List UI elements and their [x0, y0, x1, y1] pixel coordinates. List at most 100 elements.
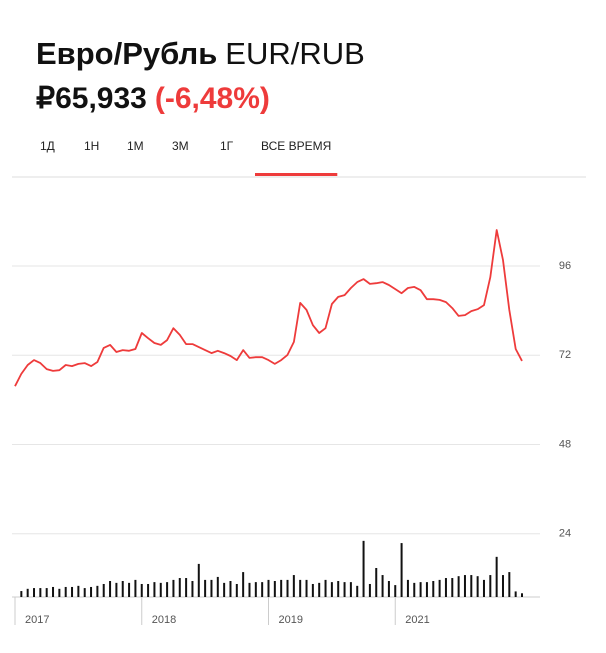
volume-bar [495, 556, 498, 597]
volume-bar [470, 575, 473, 597]
volume-bar [261, 582, 264, 597]
volume-bar [318, 582, 321, 597]
volume-bar [109, 581, 112, 597]
volume-bar [273, 581, 276, 597]
volume-bar [368, 583, 371, 597]
volume-bar [508, 572, 511, 597]
volume-bar [229, 581, 232, 597]
volume-bar [71, 586, 74, 597]
tab[interactable]: 1Д [40, 139, 55, 153]
volume-bar [381, 575, 384, 597]
tab[interactable]: 1М [127, 139, 144, 153]
volume-bar [337, 581, 340, 597]
volume-bar [20, 591, 23, 597]
volume-bar [115, 582, 118, 597]
pair-name: Евро/Рубль [36, 36, 217, 71]
x-tick-label: 2019 [279, 614, 303, 626]
volume-bar [305, 579, 308, 597]
volume-bar [52, 586, 55, 597]
volume-bar [463, 575, 466, 597]
volume-bar [216, 576, 219, 597]
tab[interactable]: ВСЕ ВРЕМЯ [261, 139, 331, 153]
tab[interactable]: 3М [172, 139, 189, 153]
title: Евро/Рубль EUR/RUB [36, 36, 365, 71]
volume-bar [134, 579, 137, 597]
volume-bar [58, 588, 61, 597]
tab[interactable]: 1Н [84, 139, 99, 153]
x-tick-label: 2017 [25, 614, 49, 626]
volume-bar [223, 582, 226, 597]
y-tick-label: 24 [559, 528, 571, 540]
volume-bar [311, 583, 314, 597]
volume-bar [425, 582, 428, 597]
volume-bar [444, 578, 447, 597]
volume-bar [330, 582, 333, 597]
volume-bar [172, 579, 175, 597]
volume-bar [140, 583, 143, 597]
volume-bar [33, 588, 36, 597]
volume-bar [349, 582, 352, 597]
volume-bar [254, 582, 257, 597]
volume-bar [432, 581, 435, 597]
tab[interactable]: 1Г [220, 139, 234, 153]
volume-bar [438, 579, 441, 597]
volume-bar [292, 575, 295, 597]
volume-bar [451, 578, 454, 597]
volume-bar [406, 579, 409, 597]
volume-bar [166, 582, 169, 597]
volume-bar [286, 579, 289, 597]
volume-bar [153, 582, 156, 597]
volume-bar [248, 582, 251, 597]
active-tab-underline [255, 173, 338, 176]
volume-bar [45, 588, 48, 597]
volume-bar [77, 585, 80, 597]
volume-bar [242, 572, 245, 597]
volume-bar [387, 581, 390, 597]
volume-bar [197, 563, 200, 597]
plot: 24 48 72 96 2017 2018 2019 2021 [12, 229, 571, 626]
price-line [14, 229, 523, 387]
volume-bar [147, 583, 150, 597]
volume-bar [343, 582, 346, 597]
volume-bar [64, 586, 67, 597]
y-tick-label: 96 [559, 260, 571, 272]
volume-bar [267, 579, 270, 597]
volume-bar [489, 575, 492, 597]
volume-bar [521, 593, 523, 597]
volume-bar [413, 582, 416, 597]
volume-bar [210, 579, 213, 597]
volume-bar [375, 567, 378, 597]
volume-bar [457, 576, 460, 597]
volume-bar [83, 588, 86, 597]
volume-bar [26, 588, 29, 597]
volume-bar [362, 540, 365, 597]
pair-code: EUR/RUB [225, 36, 365, 71]
y-tick-label: 72 [559, 349, 571, 361]
volume-bar [102, 583, 105, 597]
volume-bar [191, 581, 194, 597]
change: (-6,48%) [155, 82, 270, 115]
volume-bar [96, 585, 99, 597]
volume-bar [204, 579, 207, 597]
volume-bar [178, 578, 181, 597]
quote: ₽65,933 (-6,48%) [36, 82, 270, 115]
volume-bar [419, 582, 422, 597]
volume-bar [235, 583, 238, 597]
volume-bar [185, 578, 188, 597]
y-tick-label: 48 [559, 438, 571, 450]
price: ₽65,933 [36, 82, 147, 115]
volume-bar [159, 582, 162, 597]
volume-bar [394, 585, 397, 597]
volume-bar [356, 585, 359, 597]
volume-bar [280, 579, 283, 597]
volume-bar [299, 579, 302, 597]
volume-bar [90, 586, 93, 597]
volume-bar [482, 579, 485, 597]
tabs: 1Д 1Н 1М 3М 1Г ВСЕ ВРЕМЯ [40, 139, 338, 176]
x-tick-label: 2021 [405, 614, 429, 626]
volume-bar [400, 543, 403, 597]
x-tick-label: 2018 [152, 614, 176, 626]
volume-bar [501, 575, 504, 597]
